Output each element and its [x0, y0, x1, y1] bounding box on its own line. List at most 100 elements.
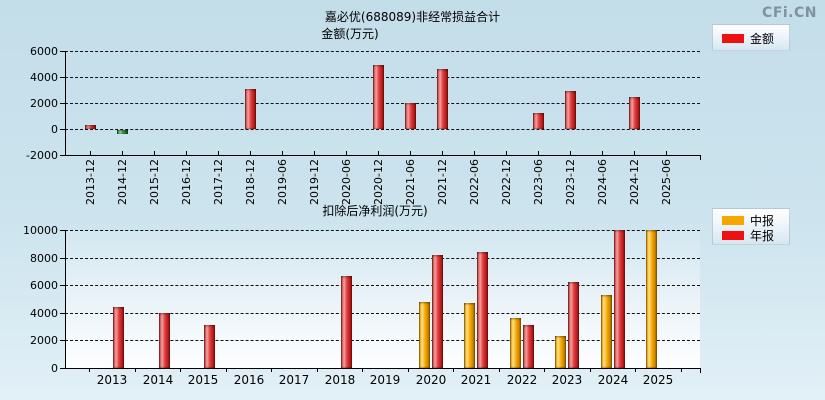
x-boundary-tick [180, 368, 181, 372]
y-tick-mark [60, 368, 65, 369]
bar-mid-2020 [419, 302, 430, 368]
top-chart-title: 金额(万元) [321, 27, 379, 41]
bar-mid-2022 [510, 318, 521, 368]
plot-background [65, 230, 700, 368]
bar-amount-2020-12 [373, 65, 384, 129]
bar-mid-2021 [464, 303, 475, 368]
x-tick-mark [474, 151, 475, 155]
bar-annual-2015 [204, 325, 215, 368]
x-boundary-tick [590, 368, 591, 372]
x-axis-label: 2021 [460, 373, 492, 387]
y-axis-label: -2000 [26, 149, 58, 162]
bar-mid-2025 [646, 230, 657, 368]
x-axis-label: 2013-12 [84, 159, 97, 205]
x-tick-mark [282, 151, 283, 155]
bottom-chart-title: 扣除后净利润(万元) [322, 204, 428, 218]
x-axis-label: 2020-06 [340, 159, 353, 205]
gridline [65, 285, 700, 286]
y-axis-label: 2000 [30, 334, 58, 347]
x-tick-mark [570, 151, 571, 155]
x-axis-label: 2020 [415, 373, 447, 387]
x-axis-label: 2021-12 [436, 159, 449, 205]
x-boundary-tick [89, 368, 90, 372]
y-axis-label: 6000 [30, 45, 58, 58]
y-tick-mark [60, 155, 65, 156]
legend-label-amount: 金额 [750, 31, 775, 46]
x-axis-label: 2017 [278, 373, 310, 387]
axis-end-tick [700, 368, 701, 373]
x-axis-label: 2019 [369, 373, 401, 387]
y-axis-label: 10000 [23, 224, 58, 237]
axis-end-tick [700, 155, 701, 160]
x-axis-label: 2013 [96, 373, 128, 387]
legend-row-annual: 年报 [722, 228, 789, 243]
x-boundary-tick [453, 368, 454, 372]
legend-row-amount: 金额 [722, 31, 789, 46]
gridline [65, 230, 700, 231]
x-tick-mark [634, 151, 635, 155]
y-tick-mark [60, 129, 65, 130]
x-tick-mark [186, 151, 187, 155]
bar-amount-2021-06 [405, 103, 416, 129]
x-tick-mark [538, 151, 539, 155]
x-axis-label: 2025 [642, 373, 674, 387]
bar-mid-2023 [555, 336, 566, 368]
x-boundary-tick [681, 368, 682, 372]
y-tick-mark [60, 340, 65, 341]
x-boundary-tick [499, 368, 500, 372]
x-tick-mark [346, 151, 347, 155]
x-tick-mark [122, 151, 123, 155]
bar-annual-2021 [477, 252, 488, 368]
x-axis-label: 2014-12 [116, 159, 129, 205]
x-axis-label: 2023-06 [532, 159, 545, 205]
x-axis-label: 2022-06 [468, 159, 481, 205]
y-tick-mark [60, 313, 65, 314]
bar-annual-2018 [341, 276, 352, 368]
x-axis-label: 2016 [233, 373, 265, 387]
x-tick-mark [250, 151, 251, 155]
gridline [65, 258, 700, 259]
y-axis-label: 0 [51, 362, 58, 375]
legend-row-interim: 中报 [722, 213, 789, 228]
x-axis-label: 2022 [506, 373, 538, 387]
x-boundary-tick [271, 368, 272, 372]
x-tick-mark [314, 151, 315, 155]
x-tick-mark [602, 151, 603, 155]
x-tick-mark [506, 151, 507, 155]
x-axis-label: 2022-12 [500, 159, 513, 205]
bar-amount-2013-12 [85, 125, 96, 129]
x-tick-mark [666, 151, 667, 155]
x-axis-label: 2021-06 [404, 159, 417, 205]
x-axis-line [65, 368, 700, 369]
legend-swatch-interim [722, 216, 744, 225]
gridline [65, 51, 700, 52]
y-axis-label: 4000 [30, 71, 58, 84]
x-axis-label: 2019-06 [276, 159, 289, 205]
y-tick-mark [60, 103, 65, 104]
y-axis-label: 0 [51, 123, 58, 136]
legend-swatch-annual [722, 231, 744, 240]
y-axis-label: 4000 [30, 307, 58, 320]
x-axis-label: 2025-06 [660, 159, 673, 205]
y-tick-mark [60, 285, 65, 286]
x-boundary-tick [317, 368, 318, 372]
legend-label-annual: 年报 [750, 228, 775, 243]
bar-annual-2024 [614, 230, 625, 368]
gridline [65, 103, 700, 104]
x-axis-label: 2016-12 [180, 159, 193, 205]
x-tick-mark [378, 151, 379, 155]
y-tick-mark [60, 258, 65, 259]
gridline [65, 77, 700, 78]
x-axis-label: 2019-12 [308, 159, 321, 205]
bar-amount-2021-12 [437, 69, 448, 129]
x-axis-label: 2015-12 [148, 159, 161, 205]
gridline [65, 340, 700, 341]
x-boundary-tick [135, 368, 136, 372]
x-tick-mark [218, 151, 219, 155]
x-boundary-tick [408, 368, 409, 372]
y-tick-mark [60, 230, 65, 231]
gridline [65, 129, 700, 130]
y-axis-label: 2000 [30, 97, 58, 110]
